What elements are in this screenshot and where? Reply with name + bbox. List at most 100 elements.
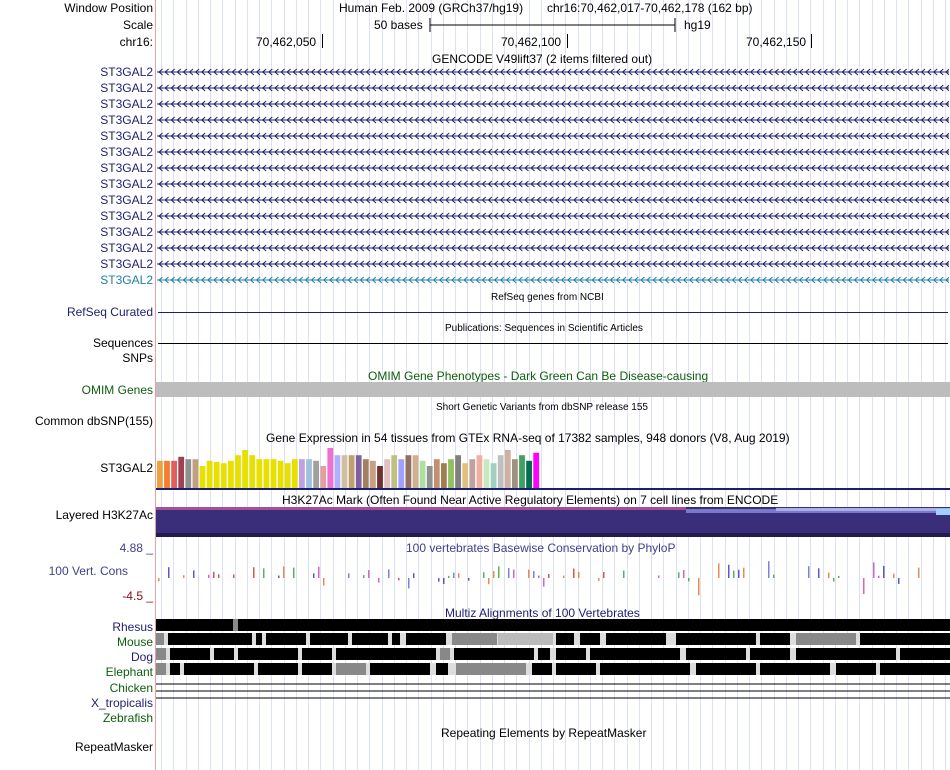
gencode-gene-label[interactable]: ST3GAL2 (100, 145, 153, 159)
gencode-transcript[interactable] (157, 179, 949, 189)
gtex-bar (284, 463, 291, 488)
gencode-gene-label[interactable]: ST3GAL2 (100, 257, 153, 271)
gtex-bar (157, 460, 163, 488)
tick-mark (322, 34, 323, 48)
gtex-bar (220, 463, 227, 488)
gtex-bar (412, 455, 419, 488)
gtex-bar (256, 459, 263, 488)
gtex-bar (483, 459, 490, 488)
phylop-max-label: 4.88 _ (119, 541, 153, 555)
gtex-bar (327, 448, 334, 488)
multiz-species-xtropicalis[interactable]: X_tropicalis (90, 696, 153, 710)
gencode-gene-label[interactable]: ST3GAL2 (100, 81, 153, 95)
h3k27ac-label[interactable]: Layered H3K27Ac (55, 508, 153, 522)
tick-label: 70,462,100 (501, 35, 562, 49)
multiz-alignment[interactable] (156, 618, 950, 708)
gtex-bar (455, 455, 461, 488)
gencode-gene-label[interactable]: ST3GAL2 (100, 177, 153, 191)
multiz-track-title: Multiz Alignments of 100 Vertebrates (445, 606, 640, 620)
multiz-species-dog[interactable]: Dog (130, 650, 153, 664)
gencode-transcript[interactable] (157, 243, 949, 253)
gtex-bar (185, 459, 192, 488)
multiz-species-elephant[interactable]: Elephant (105, 665, 153, 679)
gtex-bar-chart[interactable] (156, 444, 950, 491)
gtex-bar (512, 459, 518, 488)
gencode-transcript[interactable] (157, 275, 949, 285)
position-readout: chr16:70,462,017-70,462,178 (162 bp) (547, 1, 753, 15)
gencode-transcript[interactable] (157, 99, 949, 109)
gtex-bar (476, 455, 483, 488)
gtex-bar (320, 466, 327, 488)
gencode-transcript[interactable] (157, 163, 949, 173)
dbsnp-label[interactable]: Common dbSNP(155) (34, 414, 153, 428)
gencode-transcript[interactable] (157, 211, 949, 221)
multiz-species-mouse[interactable]: Mouse (116, 635, 153, 649)
gencode-gene-label[interactable]: ST3GAL2 (100, 273, 153, 287)
multiz-species-zebrafish[interactable]: Zebrafish (102, 711, 153, 725)
scale-label: Scale (122, 18, 153, 32)
sequences-label[interactable]: Sequences (92, 336, 153, 350)
gencode-gene-label[interactable]: ST3GAL2 (100, 97, 153, 111)
gtex-bar (504, 450, 511, 488)
gtex-bar (277, 460, 284, 488)
gencode-gene-label[interactable]: ST3GAL2 (100, 65, 153, 79)
gtex-bar (263, 459, 270, 488)
phylop-label[interactable]: 100 Vert. Cons (48, 564, 128, 578)
tick-mark (811, 34, 812, 48)
publications-track-title: Publications: Sequences in Scientific Ar… (445, 323, 643, 334)
gtex-bar (213, 462, 220, 488)
refseq-label[interactable]: RefSeq Curated (66, 305, 153, 319)
gencode-transcript[interactable] (157, 131, 949, 141)
gtex-bar (419, 460, 426, 488)
snps-label[interactable]: SNPs (122, 351, 153, 365)
gencode-gene-label[interactable]: ST3GAL2 (100, 193, 153, 207)
gtex-bar (313, 460, 319, 488)
gencode-transcript[interactable] (157, 147, 949, 157)
gencode-gene-label[interactable]: ST3GAL2 (100, 113, 153, 127)
gtex-bar (178, 456, 185, 488)
h3k27ac-signal[interactable] (156, 505, 950, 537)
gtex-bar (441, 463, 447, 488)
gtex-bar (490, 463, 497, 488)
publications-line[interactable] (158, 343, 948, 344)
refseq-track-title: RefSeq genes from NCBI (491, 292, 604, 303)
gtex-bar (171, 460, 177, 488)
phylop-signal[interactable] (156, 556, 950, 606)
omim-bar[interactable] (156, 382, 950, 397)
refseq-line[interactable] (158, 312, 948, 313)
gtex-bar (433, 459, 440, 488)
label-divider (155, 0, 156, 770)
omim-label[interactable]: OMIM Genes (81, 383, 153, 397)
gtex-bar (242, 450, 248, 488)
gtex-bar (448, 459, 454, 488)
gencode-gene-label[interactable]: ST3GAL2 (100, 241, 153, 255)
scale-bar (429, 18, 676, 32)
gencode-gene-label[interactable]: ST3GAL2 (100, 209, 153, 223)
gtex-bar (199, 466, 206, 488)
multiz-species-rhesus[interactable]: Rhesus (112, 620, 153, 634)
multiz-species-chicken[interactable]: Chicken (109, 681, 153, 695)
gencode-transcript[interactable] (157, 67, 949, 77)
gtex-bar (391, 455, 398, 488)
gencode-transcript[interactable] (157, 195, 949, 205)
tick-label: 70,462,050 (256, 35, 317, 49)
gtex-bar (270, 459, 277, 488)
gencode-track-title: GENCODE V49lift37 (2 items filtered out) (432, 52, 653, 66)
gencode-transcript[interactable] (157, 227, 949, 237)
gencode-transcript[interactable] (157, 115, 949, 125)
gencode-transcript[interactable] (157, 259, 949, 269)
repeatmasker-label[interactable]: RepeatMasker (74, 740, 153, 754)
gencode-gene-label[interactable]: ST3GAL2 (100, 129, 153, 143)
gtex-bar (370, 460, 376, 488)
gtex-bar (306, 459, 312, 488)
gtex-bar (249, 455, 256, 488)
gencode-transcript[interactable] (157, 83, 949, 93)
gencode-gene-label[interactable]: ST3GAL2 (100, 225, 153, 239)
repeatmasker-track-title: Repeating Elements by RepeatMasker (441, 726, 647, 740)
gencode-gene-label[interactable]: ST3GAL2 (100, 161, 153, 175)
gtex-bar (228, 460, 234, 488)
gtex-bar (384, 459, 390, 488)
gtex-bar (533, 452, 540, 488)
gtex-label[interactable]: ST3GAL2 (100, 461, 153, 475)
